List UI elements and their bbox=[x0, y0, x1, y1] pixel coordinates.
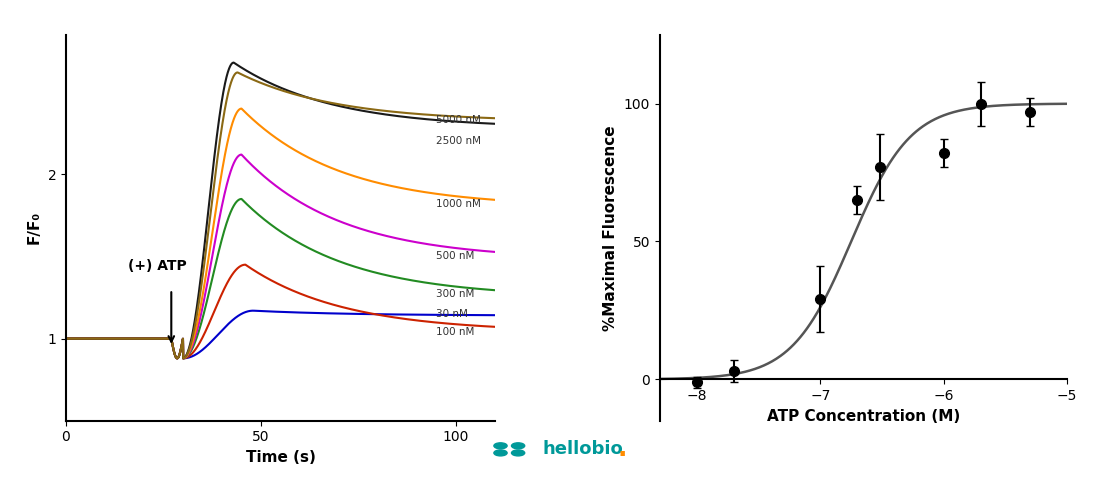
Text: 500 nM: 500 nM bbox=[437, 251, 475, 261]
X-axis label: Time (s): Time (s) bbox=[245, 450, 316, 465]
Text: 30 nM: 30 nM bbox=[437, 309, 469, 319]
Text: 2500 nM: 2500 nM bbox=[437, 137, 482, 147]
Text: .: . bbox=[617, 438, 627, 461]
Text: hellobio: hellobio bbox=[542, 441, 623, 458]
Text: 300 nM: 300 nM bbox=[437, 289, 475, 299]
Y-axis label: F/F₀: F/F₀ bbox=[26, 211, 42, 244]
Text: 1000 nM: 1000 nM bbox=[437, 199, 482, 209]
Y-axis label: %Maximal Fluorescence: %Maximal Fluorescence bbox=[603, 125, 618, 331]
Text: 5000 nM: 5000 nM bbox=[437, 115, 482, 125]
X-axis label: ATP Concentration (M): ATP Concentration (M) bbox=[767, 409, 960, 424]
Text: 100 nM: 100 nM bbox=[437, 327, 475, 337]
Text: (+) ATP: (+) ATP bbox=[129, 258, 187, 273]
